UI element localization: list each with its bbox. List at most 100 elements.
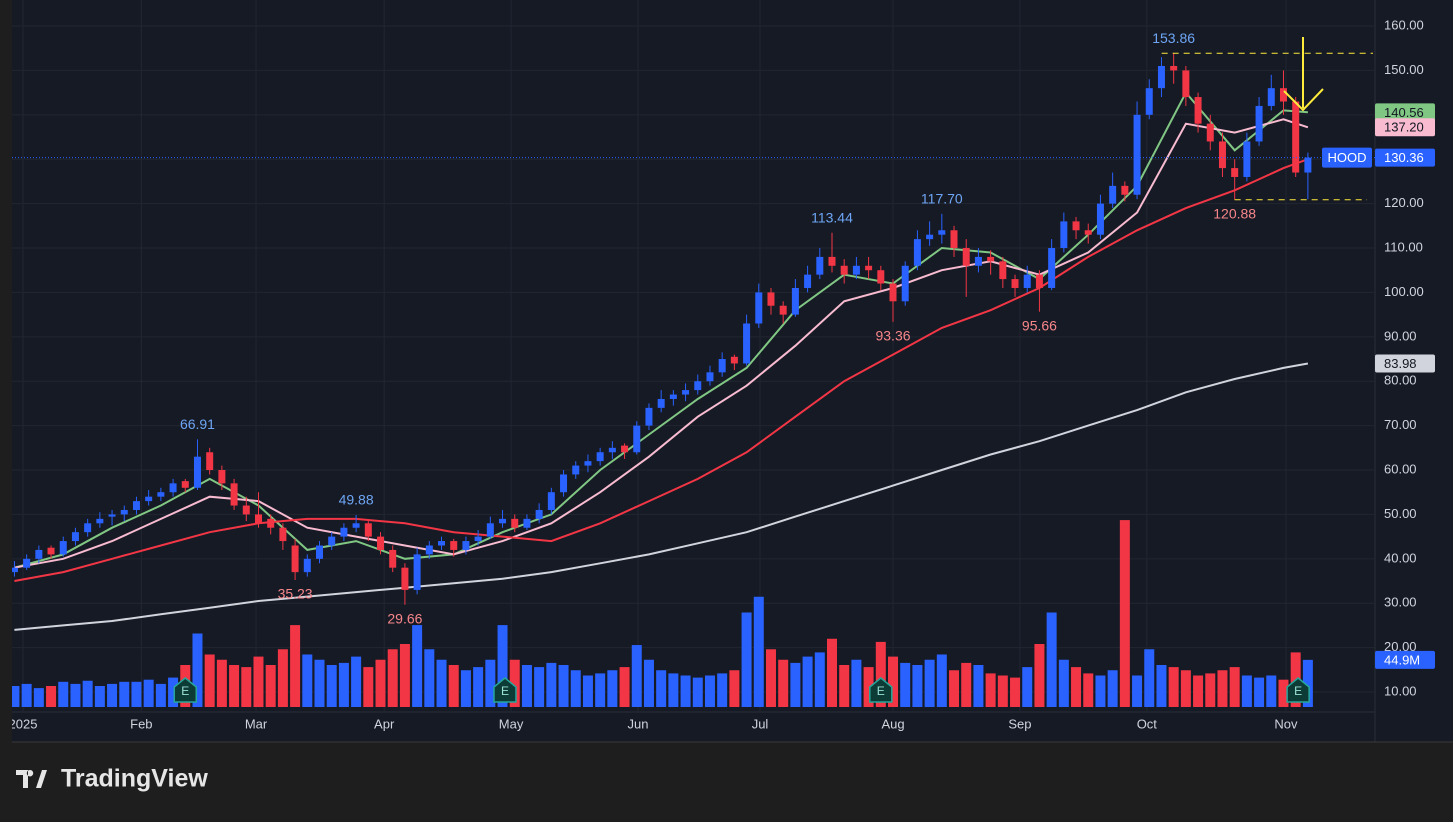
candle-body (1023, 274, 1031, 288)
candle-body (425, 545, 433, 555)
high-label: 49.88 (339, 492, 374, 508)
candle-body (511, 518, 519, 528)
candle-body (218, 470, 226, 484)
volume-bar (229, 665, 240, 707)
high-label: 66.91 (180, 416, 215, 432)
volume-bar (790, 662, 801, 707)
ma-tag: 137.20 (1384, 120, 1424, 135)
candle-body (1218, 141, 1226, 169)
volume-bar (485, 659, 496, 707)
left-margin (0, 0, 12, 742)
volume-bar (1034, 644, 1045, 707)
candle-body (438, 541, 446, 546)
candle-body (352, 523, 360, 528)
ma-tag-bg (1375, 118, 1435, 137)
volume-bar (241, 667, 252, 707)
high-label: 113.44 (811, 209, 853, 225)
candle-body (340, 527, 348, 537)
volume-bar (839, 665, 850, 707)
volume-bar (265, 665, 276, 707)
volume-bar (412, 625, 423, 707)
earnings-label: E (501, 684, 509, 698)
x-tick-label: May (499, 716, 524, 731)
price-tag: 130.36 (1384, 150, 1424, 165)
candle-body (962, 248, 970, 266)
candle-body (1048, 248, 1056, 288)
x-tick-label: Jul (752, 716, 769, 731)
ma-tag-bg (1375, 103, 1435, 122)
volume-bar (33, 688, 44, 707)
price-tag-bg (1375, 148, 1435, 167)
volume-bar (924, 659, 935, 707)
candle-body (645, 407, 653, 426)
y-tick-label: 90.00 (1384, 328, 1417, 343)
candle-body (145, 496, 153, 502)
candle-body (1121, 185, 1129, 195)
volume-bar (814, 652, 825, 707)
low-label: 120.88 (1213, 205, 1256, 221)
candle-body (572, 465, 580, 475)
x-tick-label: Sep (1008, 716, 1031, 731)
ma-tag: 83.98 (1384, 356, 1417, 371)
volume-bar (1119, 520, 1130, 707)
volume-bar (753, 596, 764, 707)
volume-bar (863, 667, 874, 707)
candle-body (315, 545, 323, 559)
candle-body (401, 567, 409, 590)
x-tick-label: 2025 (9, 716, 38, 731)
brand: TradingView (61, 765, 208, 793)
candle-body (96, 518, 104, 524)
volume-bar (765, 649, 776, 707)
candle-body (499, 518, 507, 524)
volume-bar (949, 670, 960, 707)
volume-bar (424, 649, 435, 707)
volume-bar (680, 675, 691, 707)
volume-bar (778, 659, 789, 707)
candle-body (987, 256, 995, 262)
volume-bar (802, 656, 813, 707)
volume-bar (1046, 612, 1057, 707)
volume-bar (570, 670, 581, 707)
volume-bar (1278, 679, 1289, 707)
volume-bar (912, 665, 923, 707)
volume-bar (399, 644, 410, 707)
high-label: 153.86 (1152, 30, 1195, 46)
candle-body (926, 234, 934, 240)
candle-body (865, 265, 873, 271)
volume-bar (631, 645, 642, 707)
x-tick-label: Aug (881, 716, 904, 731)
candle-body (1292, 101, 1300, 173)
candle-body (389, 549, 397, 568)
volume-bar (595, 673, 606, 707)
y-tick-label: 10.00 (1384, 683, 1417, 698)
volume-bar (607, 670, 618, 707)
candle-body (364, 523, 372, 537)
volume-bar (534, 667, 545, 707)
y-tick-label: 80.00 (1384, 373, 1417, 388)
volume-bar (1205, 673, 1216, 707)
candle-body (804, 274, 812, 288)
earnings-icon (1286, 677, 1310, 703)
candle-body (730, 356, 738, 364)
y-tick-label: 40.00 (1384, 550, 1417, 565)
volume-bar (1107, 670, 1118, 707)
y-tick-label: 120.00 (1384, 195, 1424, 210)
volume-bar (326, 665, 337, 707)
candle-body (486, 523, 494, 537)
volume-bar (497, 625, 508, 707)
volume-bar (1241, 675, 1252, 707)
arrow (1283, 37, 1324, 112)
volume-bar (338, 662, 349, 707)
candle-body (132, 501, 140, 510)
volume-bar (302, 654, 313, 707)
candle-body (1072, 221, 1080, 231)
candle-body (1267, 88, 1275, 106)
candle-body (206, 452, 214, 471)
candle-body (1109, 185, 1117, 204)
symbol-tag-bg (1322, 147, 1372, 168)
volume-bar (460, 670, 471, 707)
x-tick-label: Nov (1274, 716, 1298, 731)
volume-bar (277, 649, 288, 707)
